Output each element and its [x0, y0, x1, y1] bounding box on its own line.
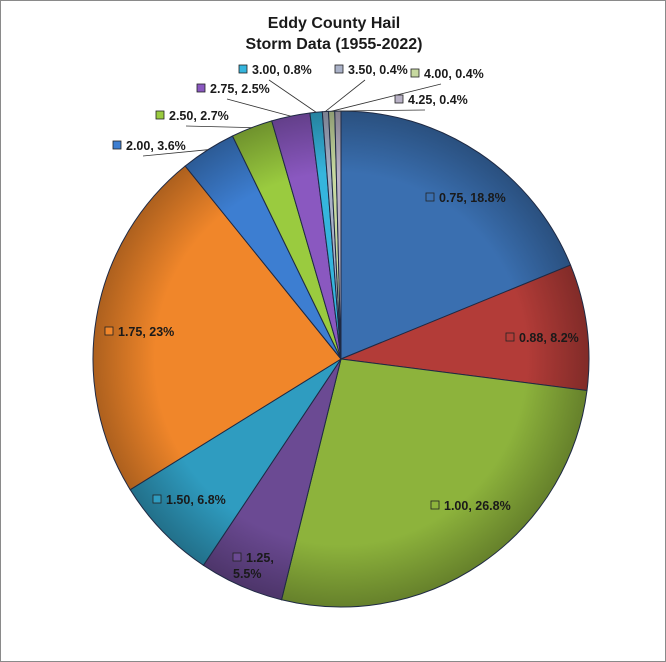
label-key-1-00 — [430, 500, 440, 510]
data-label-1-00: 1.00, 26.8% — [444, 499, 511, 513]
leader-line-2-75 — [226, 98, 291, 117]
label-key-0-75 — [425, 192, 435, 202]
label-key-1-25 — [232, 552, 242, 562]
leader-line-4-00 — [331, 83, 442, 112]
chart-title-line-2: Storm Data (1955-2022) — [245, 36, 423, 53]
label-key-0-88 — [505, 332, 515, 342]
data-label-4-00: 4.00, 0.4% — [424, 67, 484, 81]
label-key-4-25 — [394, 94, 404, 104]
label-key-3-50 — [334, 64, 344, 74]
leader-line-2-50 — [185, 125, 252, 128]
data-label-3-50: 3.50, 0.4% — [348, 63, 408, 77]
pie-slices — [92, 110, 590, 608]
data-label-2-50: 2.50, 2.7% — [169, 109, 229, 123]
leader-line-3-00 — [268, 79, 317, 113]
data-label-1-75: 1.75, 23% — [118, 325, 174, 339]
leader-lines — [142, 79, 442, 157]
label-key-2-75 — [196, 83, 206, 93]
pie-slice-1-00 — [280, 358, 588, 608]
pie-slice-1-75 — [92, 165, 342, 491]
data-label-2-00: 2.00, 3.6% — [126, 139, 186, 153]
label-key-4-00 — [410, 68, 420, 78]
leader-line-3-50 — [325, 79, 366, 112]
pie-slice-0-88 — [339, 264, 590, 392]
label-key-2-50 — [155, 110, 165, 120]
pie-slice-0-75 — [340, 110, 572, 360]
leader-line-2-00 — [142, 149, 209, 157]
data-label-1-50: 1.50, 6.8% — [166, 493, 226, 507]
chart-title: Eddy County Hail Storm Data (1955-2022) — [184, 13, 484, 55]
label-key-3-00 — [238, 64, 248, 74]
data-label-3-00: 3.00, 0.8% — [252, 63, 312, 77]
pie-slice-1-50 — [129, 358, 342, 567]
data-label-2-75: 2.75, 2.5% — [210, 82, 270, 96]
chart-title-line-1: Eddy County Hail — [267, 15, 401, 32]
data-label-1-25: 1.25, — [246, 551, 274, 565]
label-key-1-50 — [152, 494, 162, 504]
data-label-1-25-pct: 5.5% — [233, 567, 262, 581]
data-labels: 0.75, 18.8% 0.88, 8.2% 1.00, 26.8% 1.25, 5.5… — [104, 63, 579, 581]
label-key-2-00 — [112, 140, 122, 150]
leader-line-4-25 — [337, 109, 426, 112]
data-label-0-88: 0.88, 8.2% — [519, 331, 579, 345]
data-label-0-75: 0.75, 18.8% — [439, 191, 506, 205]
data-label-4-25: 4.25, 0.4% — [408, 93, 468, 107]
label-key-1-75 — [104, 326, 114, 336]
